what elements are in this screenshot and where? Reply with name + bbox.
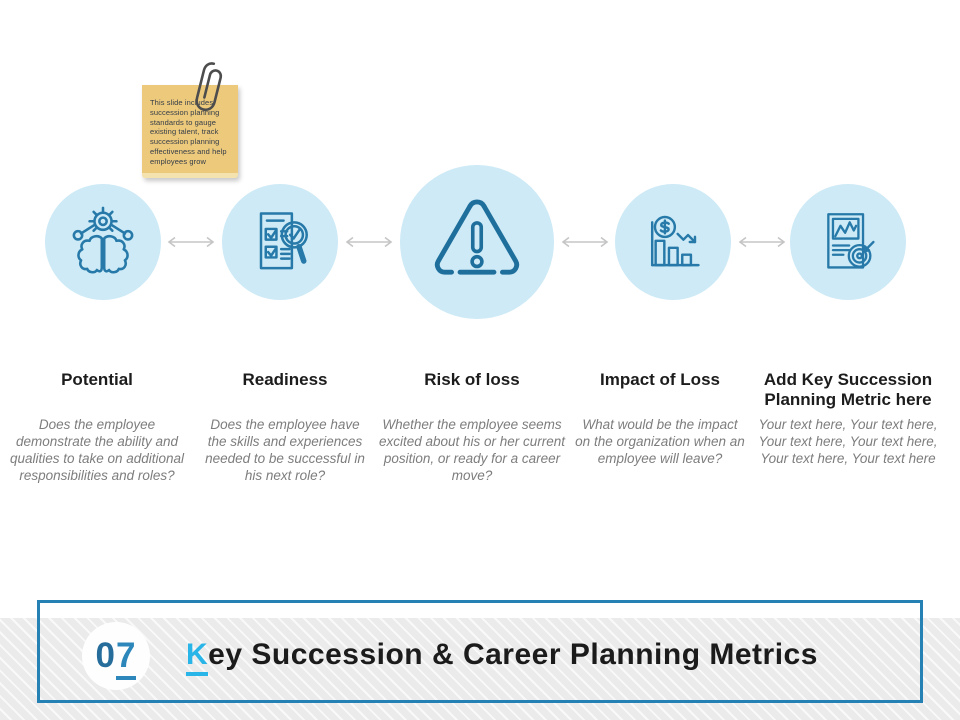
connector-arrow-icon xyxy=(166,235,216,249)
brain-gear-icon xyxy=(72,206,134,274)
process-step-circle-add-metric xyxy=(790,184,906,300)
connector-arrow-icon xyxy=(737,235,787,249)
page-title: Key Succession & Career Planning Metrics xyxy=(186,638,818,676)
page-title-initial: K xyxy=(186,638,209,676)
metric-title: Readiness xyxy=(242,370,328,389)
sticky-note-text: This slide includes succession planning … xyxy=(150,98,227,166)
process-step-circle-impact-of-loss xyxy=(615,184,731,300)
metric-column-risk-of-loss: Risk of loss Whether the employee seems … xyxy=(377,370,567,485)
connector-arrow-icon xyxy=(344,235,394,249)
metric-title: Potential xyxy=(61,370,133,389)
warning-triangle-icon xyxy=(434,199,520,275)
metric-column-impact-of-loss: Impact of Loss What would be the impact … xyxy=(575,370,745,467)
metric-description: Does the employee demonstrate the abilit… xyxy=(9,417,185,484)
metric-title: Impact of Loss xyxy=(600,370,720,389)
metric-column-add-metric: Add Key Succession Planning Metric here … xyxy=(758,370,938,467)
connector-arrow-icon xyxy=(560,235,610,249)
metric-description: What would be the impact on the organiza… xyxy=(575,417,745,467)
metric-description: Does the employee have the skills and ex… xyxy=(205,417,365,484)
metric-column-readiness: Readiness Does the employee have the ski… xyxy=(200,370,370,485)
footer-title-box xyxy=(37,600,923,703)
slide-number: 07 xyxy=(96,636,137,680)
metric-title: Risk of loss xyxy=(424,370,520,389)
slide-number-badge: 07 xyxy=(82,622,150,690)
paperclip-icon xyxy=(191,58,225,116)
metric-column-potential: Potential Does the employee demonstrate … xyxy=(7,370,187,485)
process-step-circle-readiness xyxy=(222,184,338,300)
metric-title: Add Key Succession Planning Metric here xyxy=(763,370,933,410)
footer-stripe-band xyxy=(0,618,960,720)
metric-description: Whether the employee seems excited about… xyxy=(378,417,566,484)
report-target-icon xyxy=(827,213,875,269)
process-step-circle-potential xyxy=(45,184,161,300)
sticky-note: This slide includes succession planning … xyxy=(142,85,238,178)
process-step-circle-risk-of-loss xyxy=(400,165,554,319)
declining-chart-dollar-icon xyxy=(650,215,700,267)
metric-description: Your text here, Your text here, Your tex… xyxy=(758,417,938,467)
page-title-rest: ey Succession & Career Planning Metrics xyxy=(208,638,818,671)
checklist-magnifier-icon xyxy=(259,212,308,270)
